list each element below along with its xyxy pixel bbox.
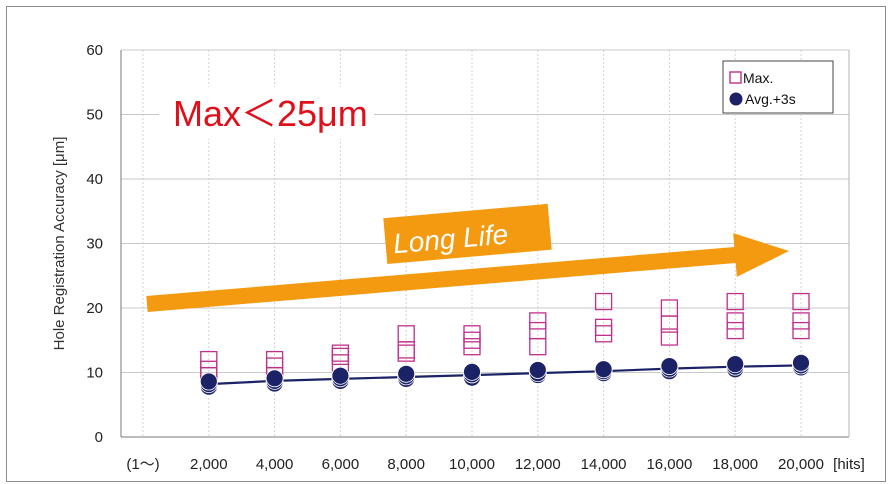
x-tick-label: 20,000 bbox=[778, 456, 824, 473]
legend-max-label: Max. bbox=[743, 70, 773, 86]
y-tick-label: 50 bbox=[86, 107, 103, 124]
avg-point bbox=[397, 364, 416, 383]
y-tick-label: 60 bbox=[86, 42, 103, 59]
trend-line bbox=[208, 364, 802, 386]
axes bbox=[120, 50, 850, 438]
chart-frame: 0 10 20 30 40 50 60 (1～) 2,000 4,000 6,000 8,000 10… bbox=[6, 6, 886, 482]
max-annotation-bg bbox=[159, 87, 374, 139]
x-tick-label: 4,000 bbox=[256, 456, 294, 473]
legend-max-marker bbox=[729, 71, 742, 84]
y-tick-label: 0 bbox=[95, 429, 103, 446]
max-point bbox=[594, 292, 613, 311]
trend-path bbox=[208, 364, 802, 386]
y-tick-label: 40 bbox=[86, 171, 103, 188]
max-point bbox=[200, 350, 218, 369]
avg-point bbox=[792, 353, 810, 372]
arrow-shape bbox=[146, 233, 790, 312]
max-point bbox=[660, 299, 679, 317]
legend-avg-marker bbox=[729, 92, 743, 106]
max-point bbox=[792, 312, 810, 330]
max-point bbox=[529, 312, 547, 330]
y-axis-label: Hole Registration Accuracy [μm] bbox=[51, 137, 68, 351]
max-point bbox=[660, 328, 679, 346]
legend-avg-label: Avg.+3s bbox=[745, 91, 796, 107]
x-tick-label: 14,000 bbox=[581, 456, 627, 473]
max-point bbox=[726, 321, 744, 340]
avg-point bbox=[726, 355, 745, 374]
y-tick-label: 30 bbox=[86, 236, 103, 253]
max-point bbox=[792, 321, 810, 340]
x-tick-label: (1～) bbox=[126, 456, 159, 473]
x-tick-label: 10,000 bbox=[449, 456, 495, 473]
max-point bbox=[331, 344, 350, 362]
legend: Max. Avg.+3s bbox=[722, 60, 834, 114]
max-point bbox=[397, 325, 415, 343]
max-annotation: Max＜25μm bbox=[159, 87, 374, 139]
max-point bbox=[726, 292, 744, 311]
avg-point bbox=[594, 360, 613, 379]
x-tick-label: 18,000 bbox=[712, 456, 758, 473]
avg-point bbox=[528, 361, 547, 379]
scatter-chart: 0 10 20 30 40 50 60 (1～) 2,000 4,000 6,000 8,000 10… bbox=[51, 42, 865, 473]
x-tick-label: 16,000 bbox=[646, 456, 692, 473]
x-tick-label: 12,000 bbox=[515, 456, 561, 473]
x-tick-label: 6,000 bbox=[322, 456, 360, 473]
max-point bbox=[529, 321, 547, 340]
y-tick-labels: 0 10 20 30 40 50 60 bbox=[86, 42, 103, 446]
avg-point bbox=[199, 372, 218, 391]
x-tick-labels: (1～) 2,000 4,000 6,000 8,000 10,000 12,000 14,0… bbox=[126, 456, 865, 473]
max-point bbox=[792, 292, 810, 311]
max-point bbox=[265, 350, 284, 369]
x-tick-label: 8,000 bbox=[387, 456, 425, 473]
avg-point bbox=[463, 362, 481, 381]
max-point bbox=[594, 318, 613, 337]
data-points bbox=[199, 292, 810, 396]
x-tick-label: 2,000 bbox=[190, 456, 228, 473]
avg-point bbox=[331, 366, 350, 385]
long-life-label-bg bbox=[383, 203, 552, 265]
max-annotation-text: Max＜25μm bbox=[173, 93, 368, 134]
avg-point bbox=[660, 357, 679, 375]
long-life-arrow bbox=[146, 203, 790, 312]
max-point bbox=[463, 325, 481, 343]
max-point bbox=[726, 312, 744, 330]
avg-point bbox=[265, 369, 284, 388]
y-tick-label: 10 bbox=[86, 365, 103, 382]
y-tick-label: 20 bbox=[86, 300, 103, 317]
x-tick-label: [hits] bbox=[833, 456, 865, 473]
legend-box bbox=[722, 60, 834, 114]
